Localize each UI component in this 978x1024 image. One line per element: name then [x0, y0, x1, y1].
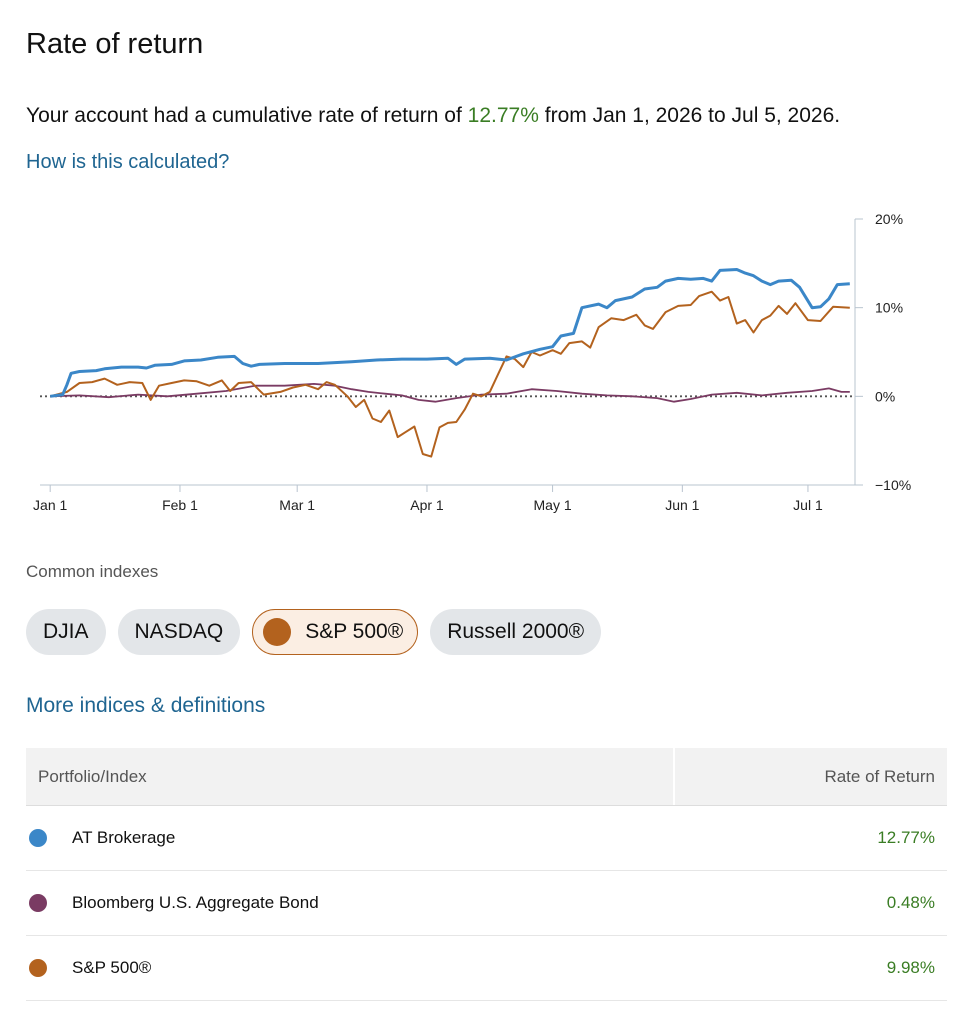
chart-series: [49, 268, 850, 458]
chart-tick-labels: 20% 10% 0% −10% Jan 1 Feb 1 Mar 1 Apr 1 May 1 Jun…: [33, 211, 911, 513]
x-tick-label: Jun 1: [665, 497, 699, 513]
chip-nasdaq-label: NASDAQ: [134, 620, 224, 643]
chip-russell-label: Russell 2000®: [447, 620, 585, 643]
x-tick-label: Mar 1: [279, 497, 315, 513]
series-color-dot-icon: [29, 959, 47, 977]
row-return: 12.77%: [877, 828, 935, 847]
more-indices-link[interactable]: More indices & definitions: [26, 694, 266, 717]
how-calculated-link[interactable]: How is this calculated?: [26, 151, 230, 173]
y-tick-label: 0%: [875, 388, 895, 404]
rate-of-return-chart: 20% 10% 0% −10% Jan 1 Feb 1 Mar 1 Apr 1 May 1 Jun…: [33, 211, 911, 513]
x-tick-label: Apr 1: [410, 497, 444, 513]
table-row: Bloomberg U.S. Aggregate Bond 0.48%: [26, 871, 947, 936]
table-header: Portfolio/Index Rate of Return: [26, 748, 947, 806]
header-rate-of-return: Rate of Return: [824, 766, 935, 786]
y-tick-label: −10%: [875, 477, 911, 493]
chip-nasdaq[interactable]: NASDAQ: [117, 609, 241, 655]
return-summary: Your account had a cumulative rate of re…: [26, 104, 840, 128]
row-name: AT Brokerage: [72, 828, 176, 847]
chip-sp500-label: S&P 500®: [305, 620, 404, 643]
sp500-color-dot-icon: [263, 618, 292, 646]
series-line-at-brokerage: [49, 268, 850, 398]
summary-return-value: 12.77%: [467, 104, 539, 127]
chip-sp500[interactable]: S&P 500®: [252, 609, 419, 655]
header-portfolio-index: Portfolio/Index: [26, 748, 675, 805]
x-tick-label: May 1: [534, 497, 572, 513]
chip-djia[interactable]: DJIA: [26, 609, 106, 655]
table-row: S&P 500® 9.98%: [26, 936, 947, 1001]
x-tick-label: Jan 1: [33, 497, 67, 513]
page-title: Rate of return: [26, 28, 204, 60]
series-color-dot-icon: [29, 829, 47, 847]
chart-axes: [40, 218, 863, 492]
y-tick-label: 20%: [875, 211, 903, 227]
x-tick-label: Jul 1: [793, 497, 823, 513]
series-line-bloomberg-u-s-aggregate-bond: [50, 383, 850, 403]
common-indexes-label: Common indexes: [26, 562, 159, 581]
row-name: Bloomberg U.S. Aggregate Bond: [72, 893, 319, 912]
summary-suffix: from Jan 1, 2026 to Jul 5, 2026.: [544, 104, 841, 127]
table-row: AT Brokerage 12.77%: [26, 806, 947, 871]
row-return: 0.48%: [886, 893, 935, 912]
y-tick-label: 10%: [875, 300, 903, 316]
chip-djia-label: DJIA: [43, 620, 89, 643]
summary-prefix: Your account had a cumulative rate of re…: [26, 104, 462, 127]
index-chip-group: DJIA NASDAQ S&P 500® Russell 2000®: [26, 609, 602, 655]
returns-table: Portfolio/Index Rate of Return AT Broker…: [26, 748, 947, 1001]
chip-russell-2000[interactable]: Russell 2000®: [430, 609, 602, 655]
series-line-s-p-500: [49, 290, 850, 458]
row-return: 9.98%: [886, 958, 935, 977]
series-color-dot-icon: [29, 894, 47, 912]
x-tick-label: Feb 1: [162, 497, 198, 513]
row-name: S&P 500®: [72, 958, 152, 977]
